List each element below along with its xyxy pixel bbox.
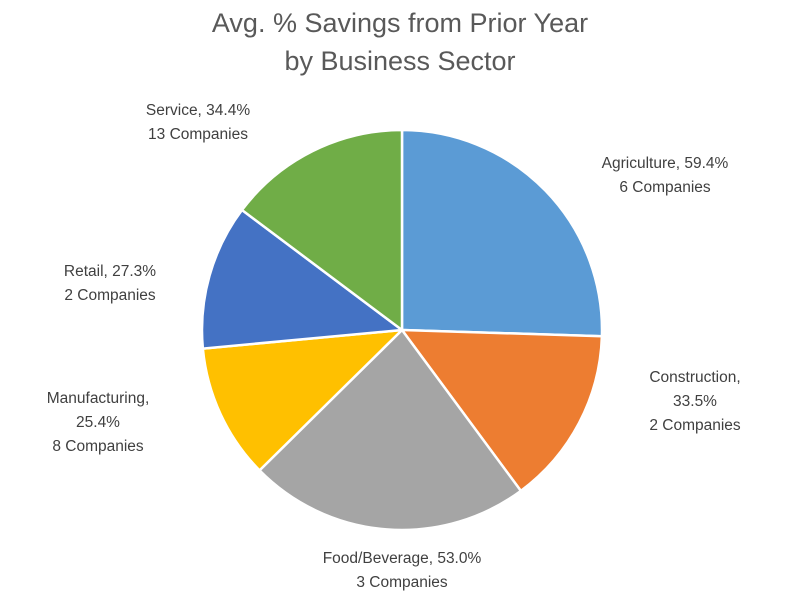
chart-title: Avg. % Savings from Prior Year by Busine…: [0, 4, 800, 80]
pie-slice-manufacturing[interactable]: [201, 328, 404, 472]
data-label-manufacturing: Manufacturing, 25.4% 8 Companies: [47, 390, 150, 455]
data-label-line: 25.4%: [76, 414, 120, 431]
pie-slice-food-beverage[interactable]: [258, 328, 523, 532]
data-label-line: 33.5%: [673, 393, 717, 410]
pie-slice-construction[interactable]: [400, 328, 604, 493]
data-label-agriculture: Agriculture, 59.4% 6 Companies: [602, 155, 729, 196]
data-label-line: Construction,: [649, 369, 740, 386]
data-label-line: 6 Companies: [619, 179, 711, 196]
data-label-food-beverage: Food/Beverage, 53.0% 3 Companies: [323, 550, 482, 591]
pie-slice-retail[interactable]: [200, 208, 404, 350]
data-label-line: 8 Companies: [52, 438, 144, 455]
data-label-line: Service, 34.4%: [146, 102, 250, 119]
data-label-line: 3 Companies: [356, 574, 448, 591]
data-label-line: Retail, 27.3%: [64, 263, 156, 280]
pie-slices: [200, 128, 604, 532]
data-label-line: Food/Beverage, 53.0%: [323, 550, 482, 567]
data-label-line: Manufacturing,: [47, 390, 150, 407]
pie-slice-agriculture[interactable]: [400, 128, 604, 338]
data-label-line: Agriculture, 59.4%: [602, 155, 729, 172]
data-label-line: 13 Companies: [148, 126, 248, 143]
pie-slice-service[interactable]: [240, 128, 404, 332]
data-label-line: 2 Companies: [649, 417, 741, 434]
pie-data-labels: Agriculture, 59.4% 6 Companies Constructio…: [47, 102, 741, 591]
data-label-construction: Construction, 33.5% 2 Companies: [649, 369, 741, 434]
chart-title-line-1: Avg. % Savings from Prior Year: [211, 8, 589, 38]
data-label-line: 2 Companies: [64, 287, 156, 304]
chart-title-line-2: by Business Sector: [284, 46, 516, 76]
data-label-service: Service, 34.4% 13 Companies: [146, 102, 250, 143]
data-label-retail: Retail, 27.3% 2 Companies: [64, 263, 156, 304]
